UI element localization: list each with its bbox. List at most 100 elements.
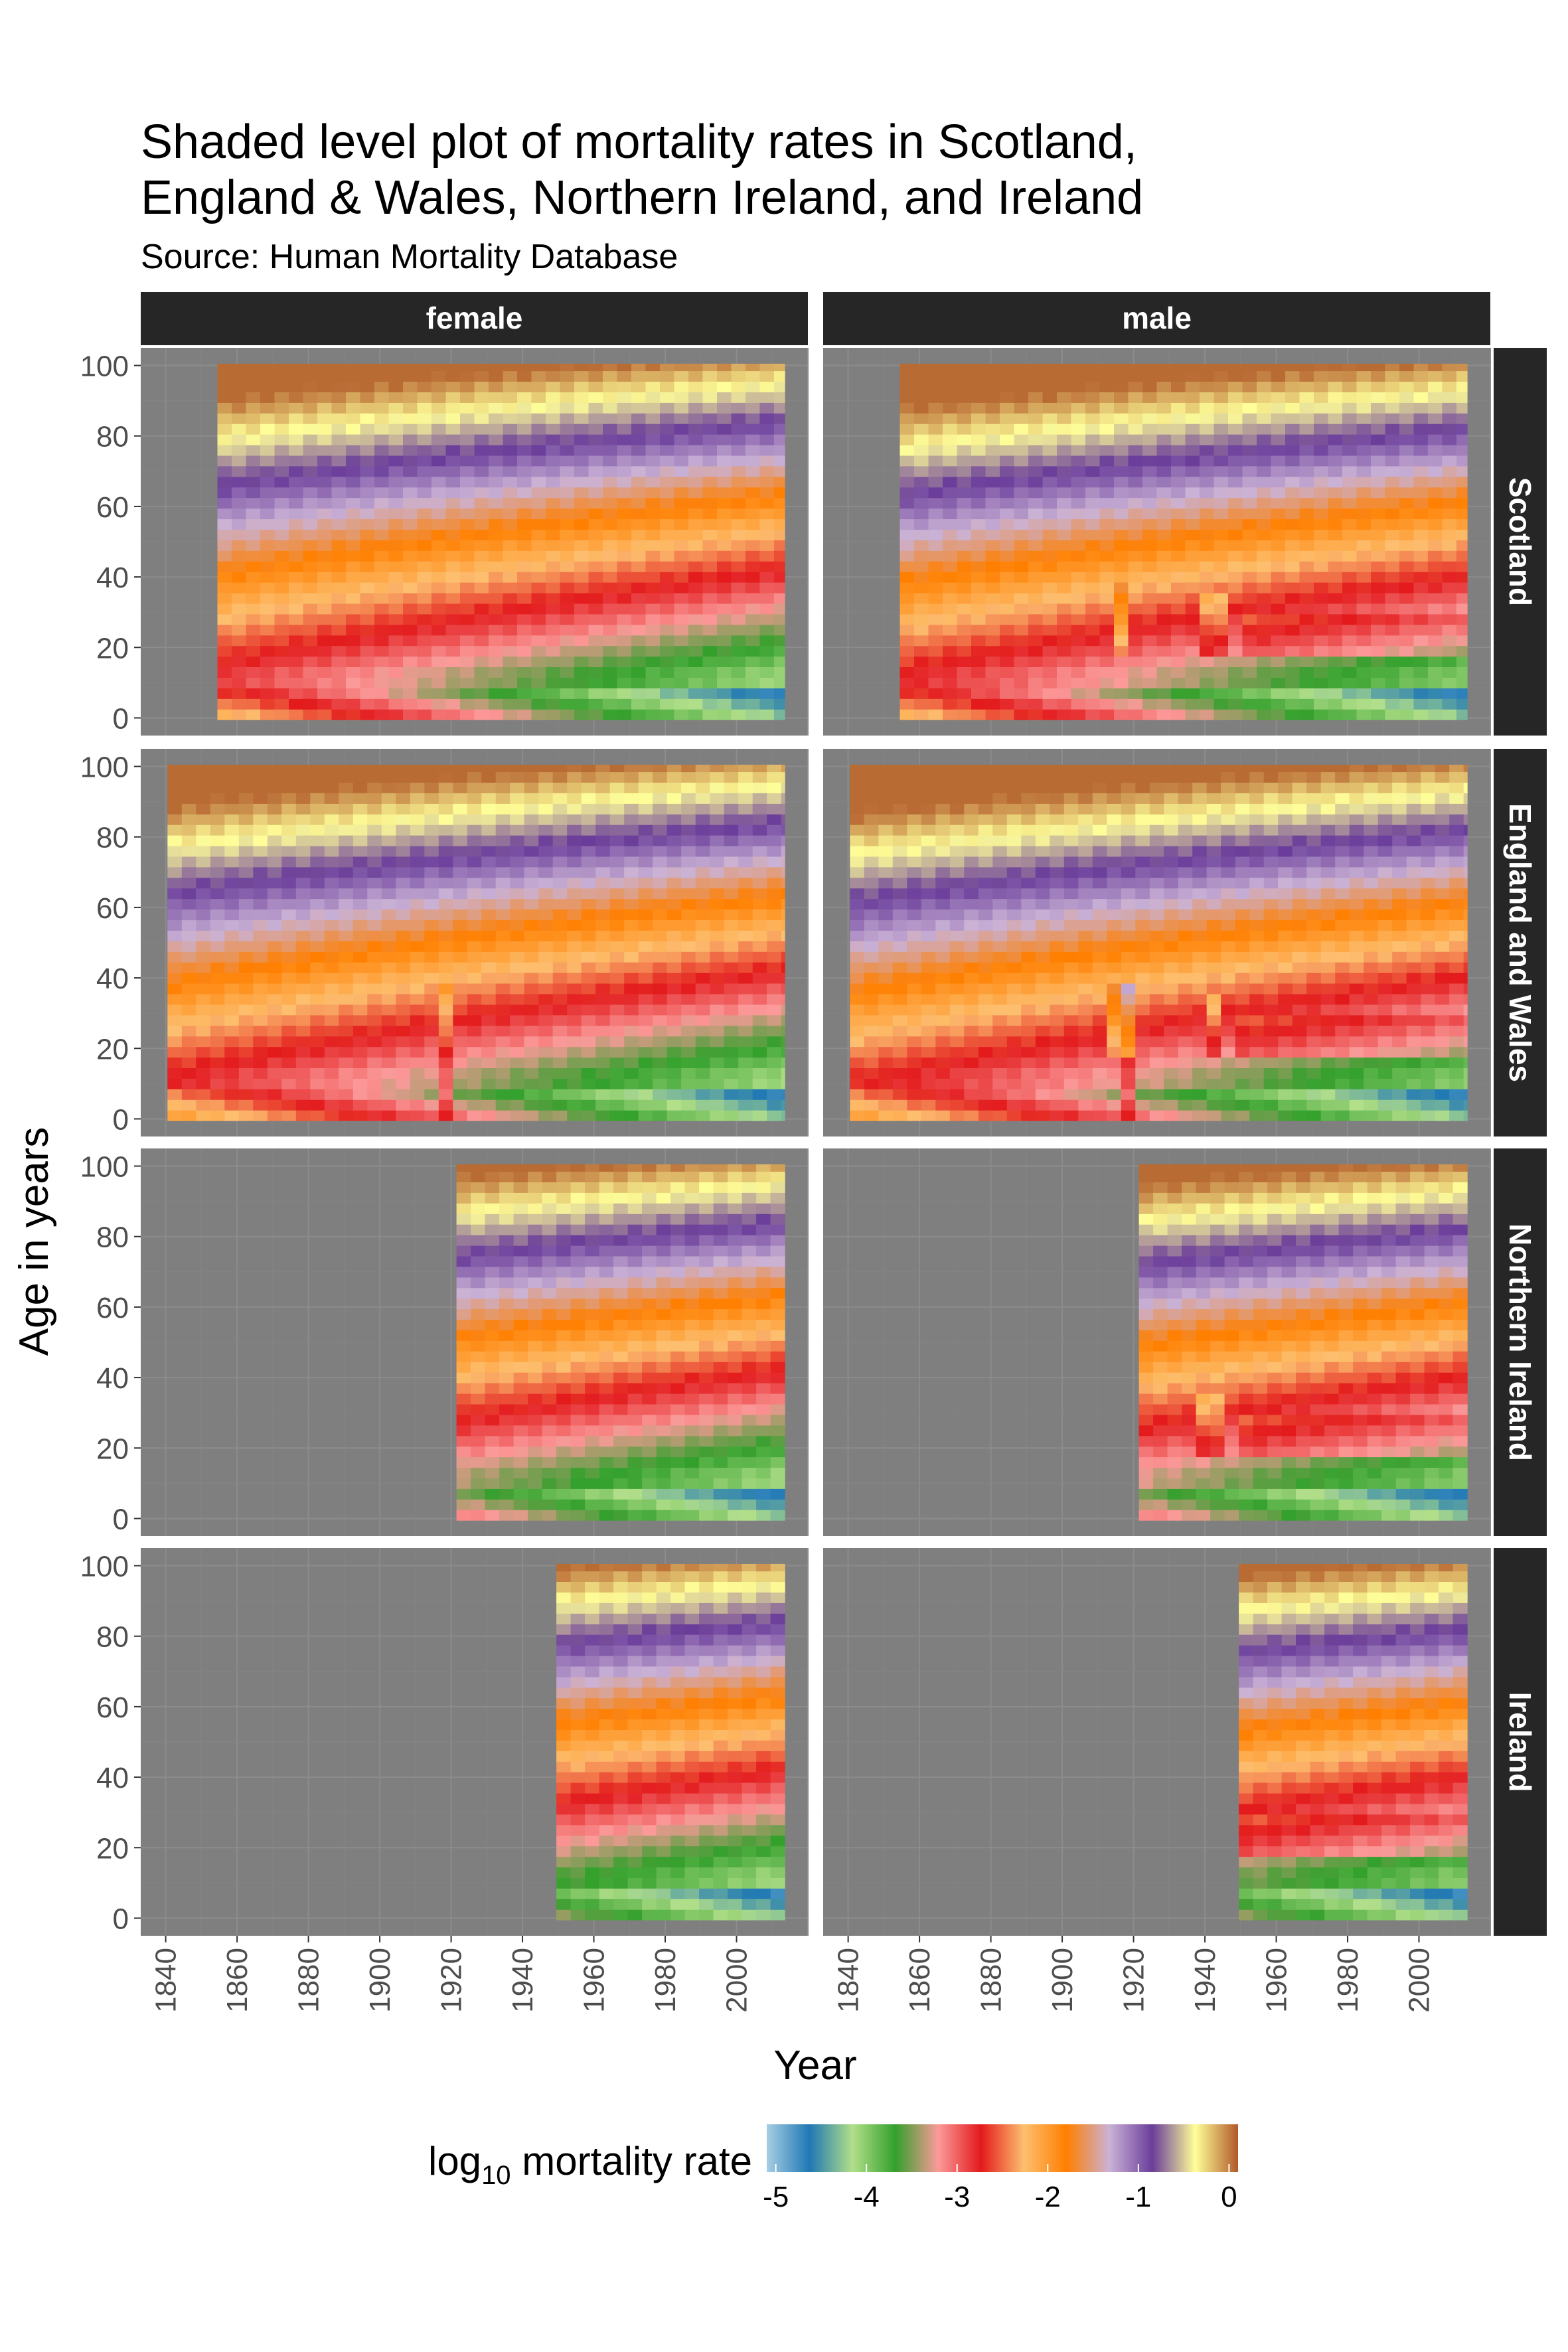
- heatmap-cell: [702, 434, 718, 445]
- heatmap-cell: [281, 951, 297, 963]
- heatmap-cell: [1028, 529, 1044, 540]
- heatmap-cell: [481, 919, 497, 931]
- heatmap-cell: [1342, 465, 1358, 477]
- heatmap-cell: [745, 434, 760, 445]
- heatmap-cell: [660, 561, 675, 572]
- heatmap-cell: [1214, 677, 1229, 688]
- heatmap-cell: [1078, 1078, 1093, 1089]
- heatmap-cell: [431, 635, 447, 647]
- heatmap-cell: [238, 1089, 254, 1100]
- heatmap-cell: [424, 962, 439, 973]
- heatmap-cell: [964, 1099, 979, 1111]
- heatmap-cell: [935, 973, 951, 984]
- heatmap-cell: [1200, 402, 1215, 414]
- heatmap-cell: [850, 919, 865, 931]
- heatmap-cell: [971, 677, 986, 688]
- heatmap-cell: [331, 529, 347, 540]
- heatmap-cell: [878, 803, 894, 815]
- heatmap-cell: [957, 624, 972, 636]
- heatmap-cell: [346, 550, 361, 562]
- heatmap-cell: [1092, 877, 1107, 889]
- heatmap-cell: [374, 677, 390, 688]
- heatmap-cell: [531, 529, 546, 540]
- heatmap-cell: [1035, 877, 1050, 889]
- heatmap-cell: [246, 508, 261, 520]
- heatmap-cell: [1078, 866, 1093, 878]
- heatmap-cell: [653, 1036, 668, 1048]
- heatmap-cell: [1050, 983, 1065, 994]
- heatmap-cell: [567, 1099, 582, 1111]
- heatmap-cell: [431, 434, 447, 445]
- heatmap-cell: [1085, 497, 1101, 509]
- heatmap-cell: [1057, 381, 1072, 392]
- heatmap-cell: [1371, 508, 1386, 520]
- heatmap-cell: [1050, 846, 1065, 857]
- heatmap-cell: [1021, 1014, 1036, 1026]
- heatmap-cell: [588, 424, 603, 435]
- heatmap-cell: [1171, 413, 1186, 424]
- heatmap-cell: [1099, 540, 1115, 551]
- heatmap-cell: [738, 951, 753, 963]
- heatmap-cell: [574, 508, 589, 520]
- heatmap-cell: [992, 846, 1008, 857]
- heatmap-cell: [971, 603, 986, 615]
- heatmap-cell: [324, 1099, 339, 1111]
- heatmap-cell: [1314, 497, 1329, 509]
- heatmap-cell: [495, 824, 510, 836]
- heatmap-cell: [957, 476, 972, 488]
- heatmap-cell: [781, 1036, 785, 1048]
- heatmap-cell: [1371, 529, 1386, 540]
- heatmap-cell: [388, 540, 404, 551]
- heatmap-cell: [295, 814, 311, 825]
- heatmap-cell: [1028, 445, 1044, 456]
- heatmap-cell: [681, 814, 696, 825]
- heatmap-cell: [1142, 363, 1158, 372]
- heatmap-cell: [517, 402, 532, 414]
- heatmap-cell: [928, 497, 943, 509]
- heatmap-cell: [1185, 645, 1200, 657]
- heatmap-cell: [1399, 603, 1415, 615]
- heatmap-cell: [217, 392, 232, 403]
- heatmap-cell: [624, 1025, 639, 1037]
- heatmap-cell: [964, 1036, 979, 1048]
- heatmap-cell: [339, 973, 354, 984]
- heatmap-cell: [495, 1089, 510, 1100]
- heatmap-cell: [410, 973, 425, 984]
- heatmap-cell: [1035, 898, 1050, 910]
- heatmap-cell: [303, 392, 318, 403]
- heatmap-cell: [181, 973, 196, 984]
- heatmap-cell: [752, 930, 767, 941]
- heatmap-cell: [303, 593, 318, 604]
- heatmap-cell: [517, 529, 532, 540]
- heatmap-cell: [674, 465, 689, 477]
- heatmap-cell: [666, 835, 682, 846]
- heatmap-cell: [246, 529, 261, 540]
- heatmap-cell: [381, 909, 396, 921]
- heatmap-cell: [531, 434, 546, 445]
- heatmap-cell: [560, 445, 575, 456]
- heatmap-cell: [374, 582, 390, 593]
- heatmap-cell: [660, 363, 675, 372]
- heatmap-cell: [581, 824, 596, 836]
- heatmap-cell: [1228, 424, 1243, 435]
- heatmap-cell: [660, 603, 675, 615]
- heatmap-cell: [167, 1089, 183, 1100]
- heatmap-cell: [574, 624, 589, 636]
- heatmap-cell: [410, 930, 425, 941]
- heatmap-cell: [489, 561, 504, 572]
- heatmap-cell: [217, 381, 232, 392]
- heatmap-cell: [1242, 593, 1257, 604]
- heatmap-cell: [1000, 613, 1015, 625]
- heatmap-cell: [310, 877, 325, 889]
- heatmap-cell: [1271, 666, 1286, 678]
- heatmap-cell: [624, 877, 639, 889]
- heatmap-cell: [396, 1046, 411, 1058]
- heatmap-cell: [181, 1046, 196, 1058]
- heatmap-cell: [992, 856, 1008, 868]
- heatmap-cell: [403, 465, 418, 477]
- heatmap-cell: [1314, 582, 1329, 593]
- heatmap-cell: [1442, 445, 1457, 456]
- heatmap-cell: [624, 898, 639, 910]
- heatmap-cell: [724, 898, 739, 910]
- heatmap-cell: [971, 392, 986, 403]
